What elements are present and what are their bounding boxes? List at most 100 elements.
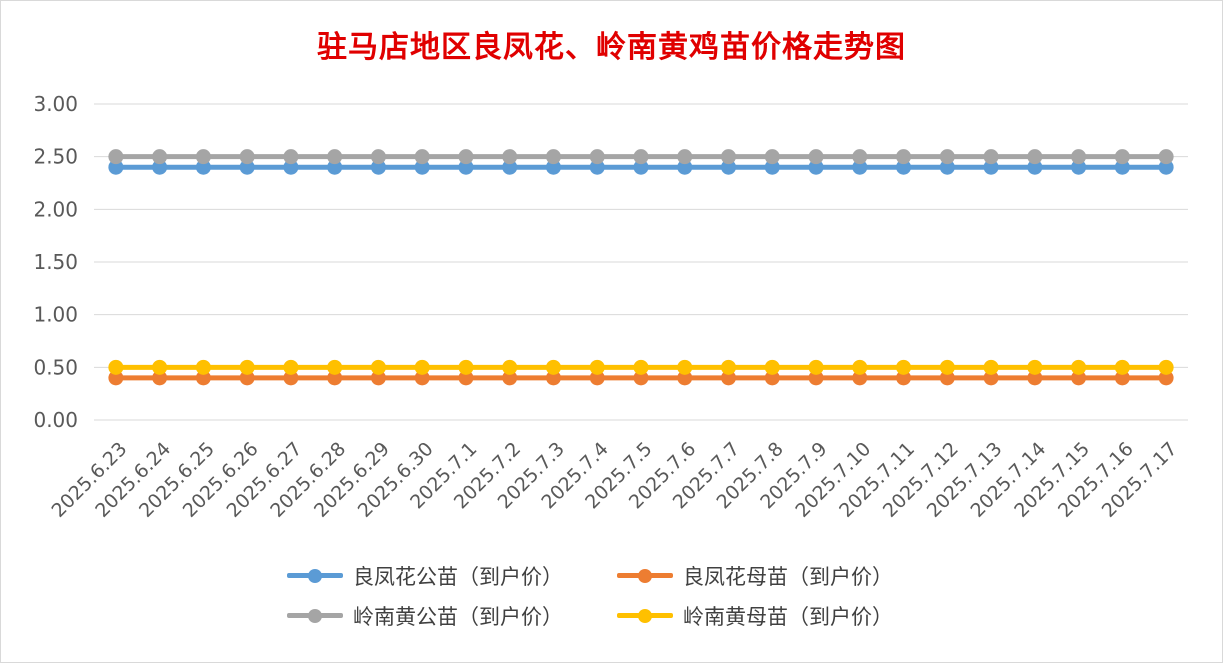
data-point-s3-17 <box>808 149 824 165</box>
data-point-s4-17 <box>808 359 824 375</box>
legend-item-1: 良凤花公苗（到户价） <box>285 562 615 590</box>
data-point-s4-4 <box>239 359 255 375</box>
legend: 良凤花公苗（到户价） 良凤花母苗（到户价） 岭南黄公苗（到户价） 岭南黄母苗（到… <box>285 562 965 630</box>
data-point-s2-19 <box>896 370 912 386</box>
data-point-s1-5 <box>283 159 299 175</box>
data-point-s3-8 <box>414 149 430 165</box>
data-point-s2-16 <box>764 370 780 386</box>
data-point-s3-15 <box>721 149 737 165</box>
legend-swatch-3 <box>285 602 345 630</box>
data-point-s1-2 <box>152 159 168 175</box>
data-point-s3-18 <box>852 149 868 165</box>
data-point-s3-12 <box>589 149 605 165</box>
data-point-s4-1 <box>108 359 124 375</box>
data-point-s4-15 <box>721 359 737 375</box>
data-point-s3-3 <box>195 149 211 165</box>
data-point-s1-25 <box>1158 159 1174 175</box>
data-point-s3-21 <box>983 149 999 165</box>
chart-title: 驻马店地区良凤花、岭南黄鸡苗价格走势图 <box>317 30 906 65</box>
data-point-s1-4 <box>239 159 255 175</box>
data-point-s1-22 <box>1027 159 1043 175</box>
data-point-s2-7 <box>370 370 386 386</box>
y-tick-label-4: 2.00 <box>33 197 78 221</box>
data-point-s2-5 <box>283 370 299 386</box>
data-point-s2-17 <box>808 370 824 386</box>
data-point-s2-1 <box>108 370 124 386</box>
y-tick-label-1: 0.50 <box>33 355 78 379</box>
data-point-s4-8 <box>414 359 430 375</box>
legend-swatch-4 <box>615 602 675 630</box>
y-tick-label-2: 1.00 <box>33 303 78 327</box>
data-point-s1-7 <box>370 159 386 175</box>
data-point-s3-13 <box>633 149 649 165</box>
data-point-s3-1 <box>108 149 124 165</box>
data-point-s2-4 <box>239 370 255 386</box>
data-point-s1-10 <box>502 159 518 175</box>
data-point-s3-23 <box>1071 149 1087 165</box>
data-point-s4-24 <box>1114 359 1130 375</box>
data-point-s1-20 <box>939 159 955 175</box>
y-tick-label-5: 2.50 <box>33 145 78 169</box>
data-point-s1-14 <box>677 159 693 175</box>
data-point-s4-11 <box>545 359 561 375</box>
data-point-s2-15 <box>721 370 737 386</box>
data-point-s4-6 <box>327 359 343 375</box>
data-point-s3-4 <box>239 149 255 165</box>
data-point-s2-8 <box>414 370 430 386</box>
data-point-s1-6 <box>327 159 343 175</box>
data-point-s4-13 <box>633 359 649 375</box>
data-point-s4-9 <box>458 359 474 375</box>
data-point-s2-21 <box>983 370 999 386</box>
data-point-s1-13 <box>633 159 649 175</box>
data-point-s2-20 <box>939 370 955 386</box>
data-point-s1-11 <box>545 159 561 175</box>
data-point-s3-11 <box>545 149 561 165</box>
data-point-s3-5 <box>283 149 299 165</box>
data-point-s3-9 <box>458 149 474 165</box>
data-point-s3-7 <box>370 149 386 165</box>
data-point-s4-3 <box>195 359 211 375</box>
data-point-s1-17 <box>808 159 824 175</box>
data-point-s2-9 <box>458 370 474 386</box>
data-point-s4-18 <box>852 359 868 375</box>
data-point-s4-20 <box>939 359 955 375</box>
legend-item-2: 良凤花母苗（到户价） <box>615 562 945 590</box>
data-point-s2-24 <box>1114 370 1130 386</box>
data-point-s2-11 <box>545 370 561 386</box>
data-point-s3-10 <box>502 149 518 165</box>
data-point-s1-19 <box>896 159 912 175</box>
data-point-s4-12 <box>589 359 605 375</box>
data-point-s2-18 <box>852 370 868 386</box>
data-point-s2-3 <box>195 370 211 386</box>
y-tick-label-0: 0.00 <box>33 408 78 432</box>
data-point-s4-5 <box>283 359 299 375</box>
y-tick-label-3: 1.50 <box>33 250 78 274</box>
data-point-s3-14 <box>677 149 693 165</box>
data-point-s1-12 <box>589 159 605 175</box>
data-point-s3-22 <box>1027 149 1043 165</box>
data-point-s2-6 <box>327 370 343 386</box>
data-point-s4-19 <box>896 359 912 375</box>
legend-label-4: 岭南黄母苗（到户价） <box>683 605 893 629</box>
data-point-s4-16 <box>764 359 780 375</box>
data-point-s2-10 <box>502 370 518 386</box>
data-point-s1-24 <box>1114 159 1130 175</box>
data-point-s1-16 <box>764 159 780 175</box>
data-point-s3-20 <box>939 149 955 165</box>
data-point-s3-6 <box>327 149 343 165</box>
data-point-s4-7 <box>370 359 386 375</box>
legend-item-4: 岭南黄母苗（到户价） <box>615 602 945 630</box>
data-point-s4-22 <box>1027 359 1043 375</box>
data-point-s3-19 <box>896 149 912 165</box>
data-point-s1-18 <box>852 159 868 175</box>
data-point-s1-3 <box>195 159 211 175</box>
legend-item-3: 岭南黄公苗（到户价） <box>285 602 615 630</box>
data-point-s4-25 <box>1158 359 1174 375</box>
data-point-s2-2 <box>152 370 168 386</box>
data-point-s2-25 <box>1158 370 1174 386</box>
data-point-s1-21 <box>983 159 999 175</box>
legend-label-2: 良凤花母苗（到户价） <box>683 565 893 589</box>
data-point-s1-15 <box>721 159 737 175</box>
data-point-s3-24 <box>1114 149 1130 165</box>
data-point-s3-25 <box>1158 149 1174 165</box>
